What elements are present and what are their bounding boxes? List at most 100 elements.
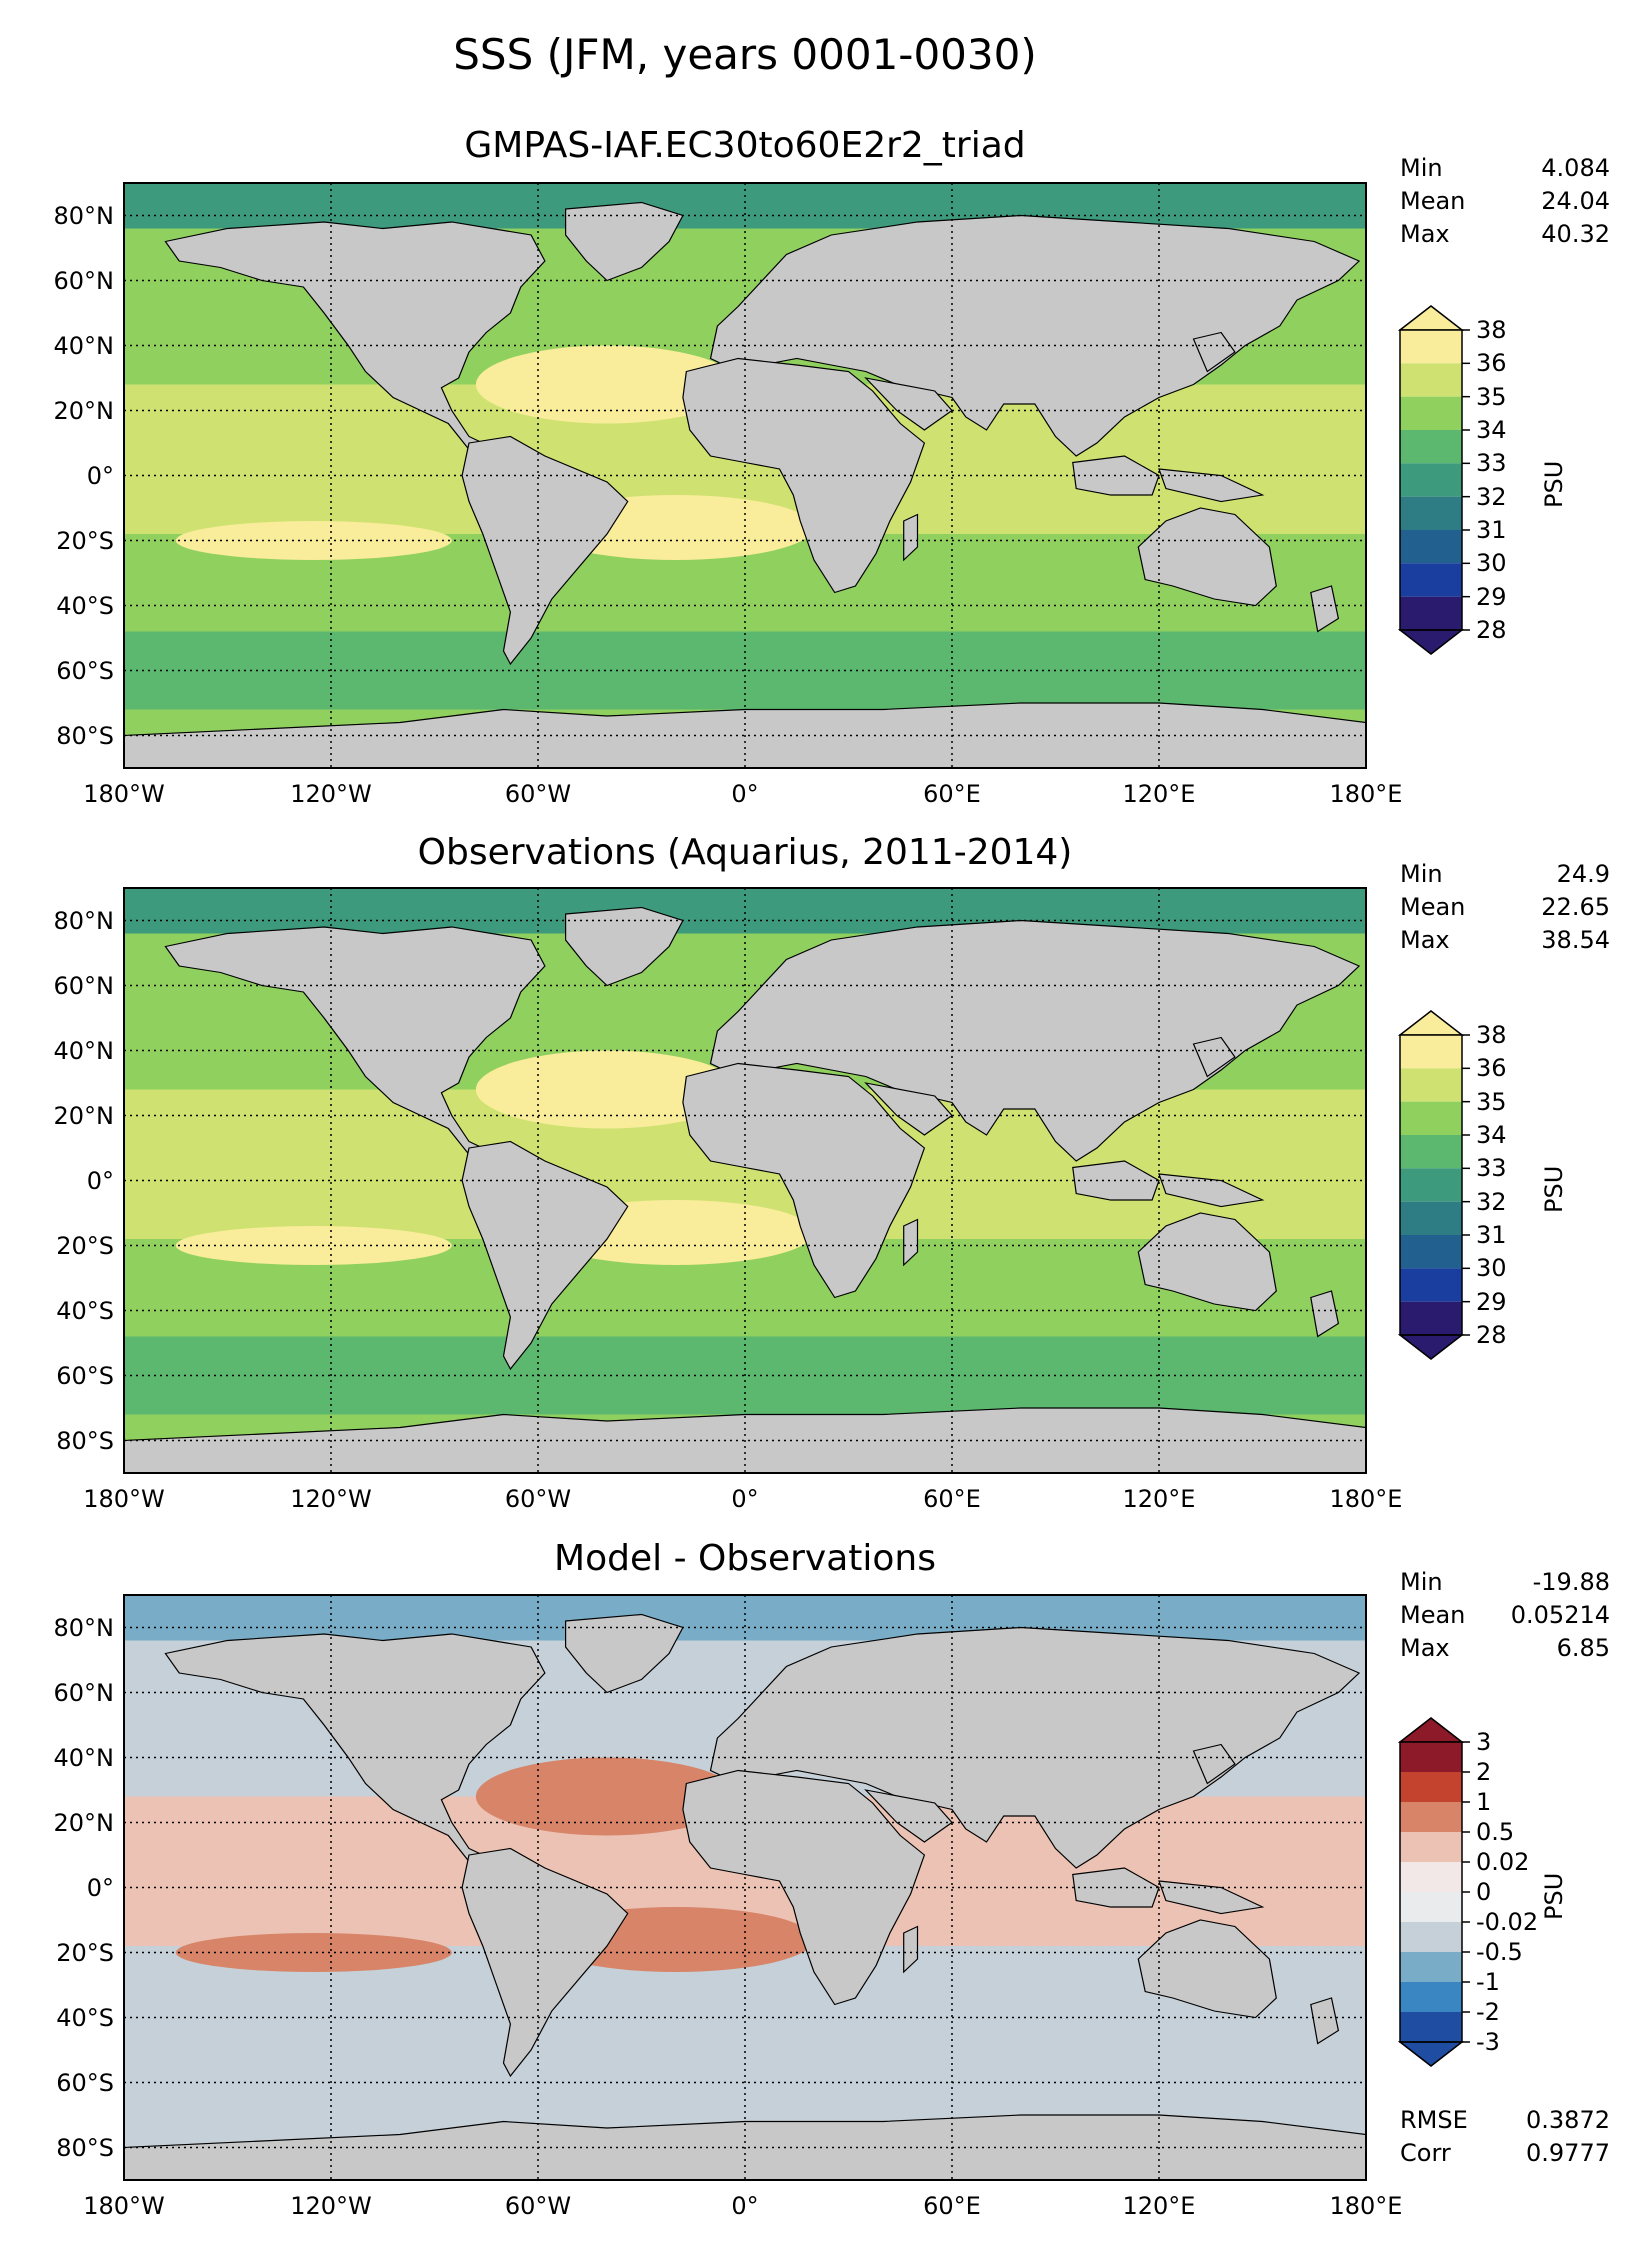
lon-tick-label: 180°W: [83, 1485, 165, 1513]
colorbar-unit-label: PSU: [1540, 460, 1568, 508]
extra-stats-difference: RMSE 0.3872 Corr 0.9777: [1400, 2104, 1610, 2170]
colorbar-tick-label: 35: [1476, 1087, 1507, 1116]
colorbar-segment: [1400, 1268, 1462, 1302]
stat-label: Mean: [1400, 893, 1466, 921]
lon-tick-label: 120°W: [290, 780, 372, 808]
stat-value: 40.32: [1541, 220, 1610, 248]
map-panel-0: [122, 182, 1368, 770]
map-frame: [123, 182, 1367, 769]
colorbar-segment: [1400, 330, 1462, 364]
map-panel-1: [122, 887, 1368, 1475]
lat-tick-label: 40°S: [56, 2003, 114, 2032]
colorbar-tick-label: -2: [1476, 1998, 1500, 2026]
colorbar-segment: [1400, 1235, 1462, 1269]
colorbar-segment: [1400, 2012, 1462, 2042]
lon-tick-label: 120°E: [1122, 1485, 1196, 1513]
colorbar-segment: [1400, 1135, 1462, 1169]
lat-tick-label: 60°N: [53, 971, 115, 1000]
colorbar-segment: [1400, 1952, 1462, 1982]
lon-tick-label: 0°: [731, 1485, 759, 1513]
colorbar-tick-label: 29: [1476, 582, 1507, 611]
salinity-maximum: [175, 1933, 452, 1972]
stat-label: Mean: [1400, 187, 1466, 215]
stat-value: 24.9: [1556, 860, 1610, 888]
colorbar-tick-label: 2: [1476, 1758, 1492, 1786]
lat-tick-label: 80°N: [53, 906, 115, 935]
colorbar-segment: [1400, 463, 1462, 497]
lat-tick-label: 80°S: [56, 2133, 114, 2162]
colorbar-extend-min: [1397, 1334, 1465, 1360]
lat-tick-label: 40°S: [56, 591, 114, 620]
lat-tick-label: 80°S: [56, 721, 114, 750]
stat-label: Min: [1400, 154, 1443, 182]
stat-value: 22.65: [1541, 893, 1610, 921]
colorbar-segment: [1400, 1201, 1462, 1235]
colorbar-segment: [1400, 496, 1462, 530]
colorbar-segment: [1400, 1068, 1462, 1102]
stat-value: 0.3872: [1526, 2106, 1610, 2134]
panel-title-model: GMPAS-IAF.EC30to60E2r2_triad: [464, 125, 1026, 166]
colorbar-segment: [1400, 563, 1462, 597]
lat-tick-label: 20°N: [53, 1808, 115, 1837]
lat-tick-label: 20°S: [56, 526, 114, 555]
figure-title: SSS (JFM, years 0001-0030): [453, 30, 1037, 79]
colorbar-tick-label: 38: [1476, 316, 1507, 344]
colorbar-segment: [1400, 1035, 1462, 1069]
stat-value: -19.88: [1532, 1568, 1610, 1596]
colorbar-segment: [1400, 1772, 1462, 1802]
lon-tick-label: 60°W: [504, 2192, 572, 2220]
colorbar-tick-label: 31: [1476, 516, 1507, 544]
panel-title-difference: Model - Observations: [554, 1538, 936, 1579]
panel-title-observations: Observations (Aquarius, 2011-2014): [417, 832, 1073, 873]
lat-tick-label: 60°N: [53, 1678, 115, 1707]
colorbar-tick-label: 29: [1476, 1287, 1507, 1316]
lon-tick-label: 120°E: [1122, 2192, 1196, 2220]
lat-tick-label: 0°: [86, 1166, 114, 1195]
colorbar-extend-max: [1397, 1010, 1465, 1036]
stat-value: 24.04: [1541, 187, 1610, 215]
salinity-maximum: [175, 521, 452, 560]
colorbar-extend-min: [1397, 2041, 1465, 2067]
graticule: [124, 1595, 1366, 2180]
stat-value: 0.9777: [1526, 2139, 1610, 2167]
salinity-maximum: [175, 1226, 452, 1265]
colorbar-segment: [1400, 1892, 1462, 1922]
lon-tick-label: 0°: [731, 780, 759, 808]
lat-tick-label: 20°N: [53, 1101, 115, 1130]
stat-label: Max: [1400, 220, 1450, 248]
colorbar: [1397, 1010, 1470, 1360]
colorbar-segment: [1400, 430, 1462, 464]
colorbar-segment: [1400, 1862, 1462, 1892]
map-frame: [123, 1594, 1367, 2181]
map-panel-2: [122, 1594, 1368, 2182]
lon-tick-label: 60°E: [923, 2192, 981, 2220]
lat-tick-label: 80°N: [53, 201, 115, 230]
colorbar-tick-label: 0: [1476, 1878, 1492, 1906]
stat-value: 4.084: [1541, 154, 1610, 182]
colorbar-segment: [1400, 1922, 1462, 1952]
stat-value: 0.05214: [1510, 1601, 1610, 1629]
colorbar-tick-label: 28: [1476, 1321, 1507, 1349]
colorbar-tick-label: -0.02: [1476, 1908, 1539, 1936]
colorbar-tick-label: 34: [1476, 1121, 1507, 1149]
lat-tick-label: 40°S: [56, 1296, 114, 1325]
lat-tick-label: 20°S: [56, 1231, 114, 1260]
lon-tick-label: 60°W: [504, 1485, 572, 1513]
lat-tick-label: 60°S: [56, 1361, 114, 1390]
map-frame: [123, 887, 1367, 1474]
stat-value: 6.85: [1556, 1634, 1610, 1662]
lon-tick-label: 120°W: [290, 2192, 372, 2220]
colorbar-tick-label: 30: [1476, 1254, 1507, 1283]
lat-tick-label: 40°N: [53, 1036, 115, 1065]
stats-observations: Min 24.9 Mean 22.65 Max 38.54: [1400, 858, 1610, 957]
graticule: [124, 183, 1366, 768]
colorbar-tick-label: 33: [1476, 1154, 1507, 1183]
lon-tick-label: 180°E: [1329, 1485, 1403, 1513]
colorbar-segment: [1400, 396, 1462, 430]
colorbar-tick-label: -3: [1476, 2028, 1500, 2056]
lat-tick-label: 80°N: [53, 1613, 115, 1642]
lat-tick-label: 20°S: [56, 1938, 114, 1967]
lon-tick-label: 180°W: [83, 780, 165, 808]
stat-label: Min: [1400, 1568, 1443, 1596]
